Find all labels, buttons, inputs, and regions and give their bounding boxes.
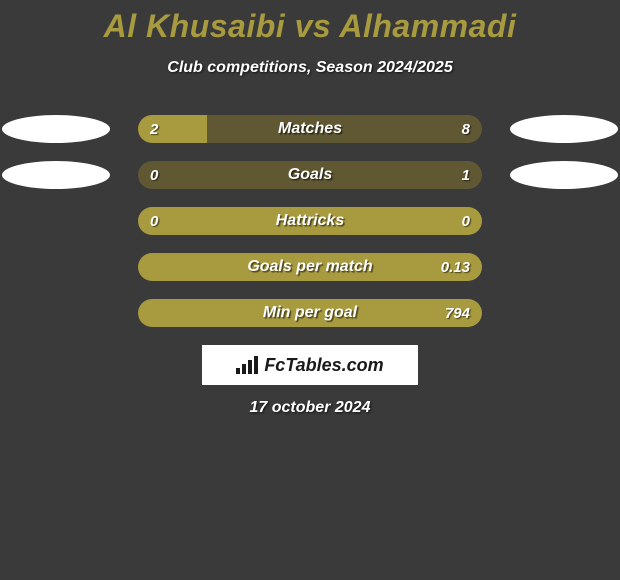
bar-fill-right (207, 115, 482, 143)
stat-bar: Min per goal794 (138, 299, 482, 327)
spacer (2, 207, 110, 235)
stat-row: Goals per match0.13 (0, 253, 620, 281)
stat-row: 2Matches8 (0, 115, 620, 143)
brand-logo-box[interactable]: FcTables.com (202, 345, 418, 385)
player-left-oval (2, 161, 110, 189)
stat-bar: 0Goals1 (138, 161, 482, 189)
stat-value-right: 1 (462, 161, 470, 189)
spacer (510, 299, 618, 327)
stat-value-right: 0.13 (441, 253, 470, 281)
bar-fill-left (138, 253, 482, 281)
subtitle: Club competitions, Season 2024/2025 (0, 59, 620, 77)
stat-value-left: 0 (150, 161, 158, 189)
bar-fill-left (138, 299, 482, 327)
player-right-oval (510, 115, 618, 143)
comparison-widget: Al Khusaibi vs Alhammadi Club competitio… (0, 0, 620, 417)
brand-text: FcTables.com (264, 355, 383, 376)
stat-value-right: 8 (462, 115, 470, 143)
stat-row: 0Goals1 (0, 161, 620, 189)
stat-bar: 0Hattricks0 (138, 207, 482, 235)
stat-bar: 2Matches8 (138, 115, 482, 143)
spacer (2, 253, 110, 281)
stat-value-right: 0 (462, 207, 470, 235)
player-right-oval (510, 161, 618, 189)
stat-rows: 2Matches8 0Goals1 0Hattricks0 Goals per mat… (0, 115, 620, 327)
bar-fill-left (138, 207, 482, 235)
stat-row: 0Hattricks0 (0, 207, 620, 235)
stat-value-left: 0 (150, 207, 158, 235)
date-text: 17 october 2024 (0, 399, 620, 417)
stat-row: Min per goal794 (0, 299, 620, 327)
stat-bar: Goals per match0.13 (138, 253, 482, 281)
player-left-oval (2, 115, 110, 143)
bar-chart-icon (236, 356, 258, 374)
spacer (510, 253, 618, 281)
page-title: Al Khusaibi vs Alhammadi (0, 8, 620, 45)
bar-fill-left (138, 115, 207, 143)
spacer (2, 299, 110, 327)
bar-fill-right (138, 161, 482, 189)
spacer (510, 207, 618, 235)
stat-value-left: 2 (150, 115, 158, 143)
stat-value-right: 794 (445, 299, 470, 327)
